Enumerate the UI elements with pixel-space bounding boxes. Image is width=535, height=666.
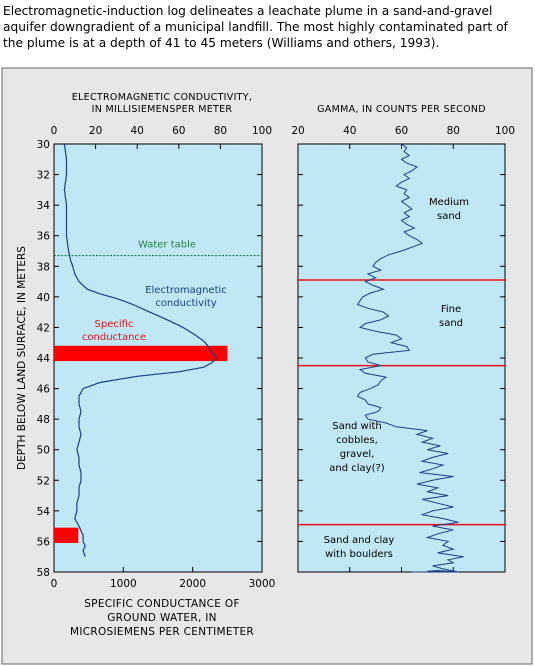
em-top-axis-label: IN MILLISIEMENSPER METER bbox=[92, 104, 233, 115]
electromagnetic-conductivity-curve bbox=[63, 143, 217, 557]
lithology-unit-label: Fine bbox=[441, 304, 461, 315]
em-top-axis-label: ELECTROMAGNETIC CONDUCTIVITY, bbox=[72, 92, 252, 103]
lithology-unit-label: Sand with bbox=[332, 421, 382, 432]
lithology-unit-label: Medium bbox=[429, 197, 469, 208]
em-depth-tick-label: 34 bbox=[37, 200, 51, 212]
em-top-tick-label: 80 bbox=[214, 125, 227, 137]
em-depth-tick-label: 56 bbox=[37, 536, 51, 548]
specific-conductance-bar bbox=[54, 527, 79, 543]
em-top-tick-label: 60 bbox=[172, 125, 185, 137]
em-bottom-tick-label: 0 bbox=[51, 578, 58, 590]
figure-caption: Electromagnetic-induction log delineates… bbox=[3, 4, 508, 50]
gamma-top-tick-label: 100 bbox=[495, 125, 515, 137]
em-depth-tick-label: 40 bbox=[37, 292, 50, 304]
em-depth-tick-label: 50 bbox=[37, 445, 50, 457]
lithology-unit-label: sand bbox=[439, 318, 463, 329]
em-depth-tick-label: 30 bbox=[37, 139, 50, 151]
em-depth-tick-label: 52 bbox=[37, 475, 50, 487]
em-bottom-axis-label: GROUND WATER, IN bbox=[107, 612, 217, 624]
gamma-top-tick-label: 60 bbox=[395, 125, 408, 137]
em-curve-annotation: conductivity bbox=[155, 298, 216, 309]
electromagnetic-log-panel: 30 32 34 36 38 40 42 44 46 48 50 52 54 56 58 DEPTH BELO… bbox=[16, 92, 275, 638]
em-bottom-tick-label: 2000 bbox=[179, 578, 206, 590]
em-bottom-axis-label: SPECIFIC CONDUCTANCE OF bbox=[84, 598, 240, 610]
gamma-top-tick-label: 40 bbox=[343, 125, 356, 137]
em-depth-tick-label: 32 bbox=[37, 170, 50, 182]
gamma-curve bbox=[356, 143, 464, 573]
lithology-unit-label: Sand and clay bbox=[324, 535, 395, 546]
em-bottom-axis-label: MICROSIEMENS PER CENTIMETER bbox=[70, 626, 254, 638]
em-depth-tick-label: 48 bbox=[37, 414, 50, 426]
em-depth-tick-label: 44 bbox=[37, 353, 51, 365]
water-table-label: Water table bbox=[138, 240, 196, 251]
lithology-unit-label: with boulders bbox=[325, 549, 393, 560]
em-top-tick-label: 100 bbox=[252, 125, 272, 137]
gamma-top-tick-label: 80 bbox=[447, 125, 460, 137]
gamma-top-axis-label: GAMMA, IN COUNTS PER SECOND bbox=[317, 104, 486, 115]
lithology-unit-label: and clay(?) bbox=[329, 463, 385, 474]
specific-conductance-bar bbox=[54, 345, 228, 362]
em-top-tick-label: 0 bbox=[51, 125, 58, 137]
em-depth-axis-label: DEPTH BELOW LAND SURFACE, IN METERS bbox=[16, 246, 28, 470]
em-bottom-tick-label: 3000 bbox=[249, 578, 276, 590]
lithology-unit-label: sand bbox=[437, 211, 461, 222]
em-depth-tick-label: 54 bbox=[37, 506, 51, 518]
lithology-unit-label: gravel, bbox=[340, 449, 375, 460]
em-depth-tick-label: 42 bbox=[37, 322, 50, 334]
em-top-tick-label: 40 bbox=[131, 125, 144, 137]
conductance-annotation: Specific bbox=[95, 319, 134, 330]
gamma-log-panel: 20 40 60 80 100 GAMMA, IN COUNTS PER SECOND Me… bbox=[291, 104, 515, 573]
em-depth-tick-label: 38 bbox=[37, 261, 50, 273]
em-top-tick-label: 20 bbox=[89, 125, 102, 137]
em-depth-tick-label: 36 bbox=[37, 231, 51, 243]
gamma-plot-area bbox=[297, 143, 506, 573]
em-depth-tick-label: 58 bbox=[37, 567, 50, 579]
em-curve-annotation: Electromagnetic bbox=[145, 285, 227, 296]
em-bottom-tick-label: 1000 bbox=[110, 578, 137, 590]
em-depth-tick-label: 46 bbox=[37, 384, 51, 396]
lithology-unit-label: cobbles, bbox=[336, 435, 378, 446]
gamma-top-tick-label: 20 bbox=[291, 125, 304, 137]
conductance-annotation: conductance bbox=[82, 332, 146, 343]
